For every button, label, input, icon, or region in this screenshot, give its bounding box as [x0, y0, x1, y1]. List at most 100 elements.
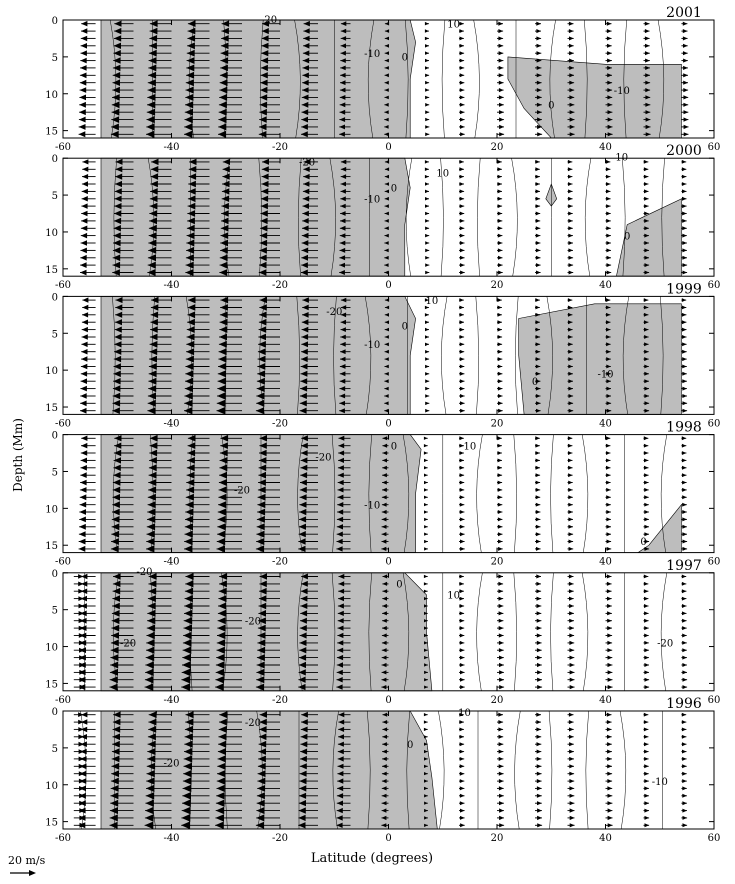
vector-head [381, 670, 387, 675]
vector-head [535, 495, 541, 500]
vector-head [606, 189, 611, 194]
vector-arrow [112, 718, 134, 726]
vector-head [115, 304, 123, 311]
vector-head [219, 261, 228, 269]
vector-head [384, 29, 390, 33]
vector-head [298, 683, 306, 691]
vector-arrow [681, 43, 688, 48]
vector-arrow [643, 312, 649, 317]
vector-head [258, 617, 266, 625]
vector-arrow [222, 158, 242, 165]
vector-arrow [605, 364, 611, 369]
vector-arrow [605, 480, 611, 485]
vector-head [258, 464, 267, 472]
vector-arrow [605, 204, 611, 209]
vector-arrow [605, 327, 611, 332]
vector-head [81, 20, 88, 27]
vector-arrow [256, 530, 280, 538]
vector-arrow [497, 581, 504, 586]
vector-head [81, 573, 88, 580]
vector-head [460, 132, 465, 137]
vector-arrow [221, 195, 242, 202]
vector-arrow [643, 196, 649, 201]
vector-head [382, 749, 387, 754]
vector-arrow [535, 495, 541, 500]
vector-arrow [299, 639, 318, 646]
contour-line [473, 19, 480, 139]
vector-head [384, 102, 389, 107]
vector-head [381, 779, 387, 784]
vector-head [568, 357, 573, 362]
vector-head [425, 256, 430, 260]
vector-head [340, 28, 347, 34]
vector-head [384, 349, 389, 354]
vector-head [218, 733, 227, 741]
vector-arrow [111, 762, 134, 770]
vector-head [535, 233, 541, 238]
vector-head [80, 734, 87, 740]
vector-arrow [303, 159, 318, 165]
vector-arrow [605, 29, 612, 34]
vector-head [459, 742, 465, 747]
contour-label: 10 [436, 169, 449, 180]
vector-head [460, 255, 465, 260]
vector-arrow [605, 596, 612, 601]
vector-arrow [187, 210, 210, 217]
vector-arrow [261, 42, 280, 49]
vector-head [382, 581, 388, 586]
vector-arrow [681, 604, 687, 608]
vector-arrow [643, 204, 649, 209]
vector-arrow [681, 502, 687, 507]
vector-arrow [79, 87, 96, 93]
vector-arrow [217, 617, 242, 625]
vector-head [300, 479, 307, 486]
vector-arrow [112, 486, 134, 494]
vector-arrow [258, 269, 280, 276]
vector-arrow [381, 786, 389, 791]
vector-arrow [219, 86, 242, 94]
vector-head [644, 255, 649, 260]
vector-head [424, 619, 428, 623]
vector-head [607, 685, 613, 690]
vector-head [113, 42, 121, 49]
vector-head [644, 394, 649, 398]
vector-arrow [459, 233, 465, 238]
vector-head [536, 618, 542, 623]
vector-arrow [605, 95, 613, 100]
vector-arrow [299, 494, 318, 501]
vector-arrow [148, 57, 172, 64]
vector-arrow [459, 581, 464, 586]
vector-head [425, 117, 430, 122]
vector-head [567, 305, 573, 310]
x-tick-label: 60 [708, 557, 721, 568]
vector-head [148, 232, 157, 240]
vector-head [111, 762, 120, 770]
vector-head [260, 225, 268, 232]
vector-head [216, 545, 225, 553]
vector-head [216, 653, 225, 662]
vector-arrow [497, 640, 504, 645]
vector-head [425, 44, 429, 48]
vector-arrow [217, 523, 242, 531]
vector-arrow [643, 532, 649, 537]
vector-arrow [147, 748, 172, 756]
vector-head [184, 108, 193, 116]
vector-head [425, 219, 430, 223]
vector-arrow [259, 726, 280, 733]
vector-head [338, 712, 345, 718]
vector-arrow [110, 799, 134, 807]
vector-head [301, 319, 309, 326]
vector-head [497, 174, 502, 179]
vector-arrow [148, 363, 172, 370]
vector-head [607, 596, 612, 601]
vector-arrow [535, 640, 542, 645]
vector-arrow [497, 401, 503, 406]
vector-head [682, 532, 687, 537]
vector-arrow [424, 794, 428, 798]
vector-arrow [218, 740, 242, 748]
vector-head [682, 233, 687, 238]
vector-arrow [605, 626, 612, 631]
vector-head [337, 741, 344, 747]
vector-head [221, 202, 229, 210]
vector-arrow [424, 525, 428, 529]
